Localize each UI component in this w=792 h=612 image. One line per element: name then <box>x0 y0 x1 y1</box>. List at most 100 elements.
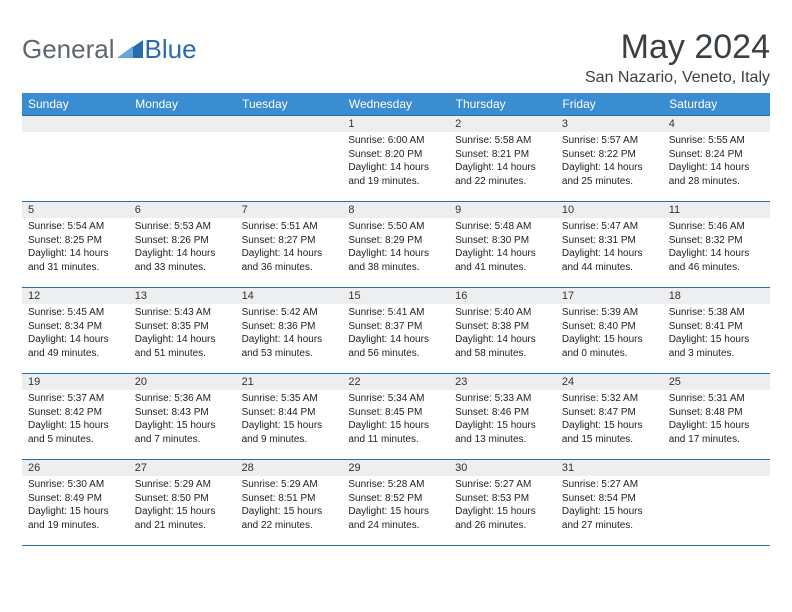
calendar-day-cell: 20Sunrise: 5:36 AMSunset: 8:43 PMDayligh… <box>129 373 236 459</box>
day-details: Sunrise: 5:35 AMSunset: 8:44 PMDaylight:… <box>236 390 343 450</box>
day-details: Sunrise: 5:28 AMSunset: 8:52 PMDaylight:… <box>342 476 449 536</box>
day-details: Sunrise: 5:39 AMSunset: 8:40 PMDaylight:… <box>556 304 663 364</box>
day-details: Sunrise: 5:51 AMSunset: 8:27 PMDaylight:… <box>236 218 343 278</box>
calendar-week-row: 12Sunrise: 5:45 AMSunset: 8:34 PMDayligh… <box>22 287 770 373</box>
calendar-table: SundayMondayTuesdayWednesdayThursdayFrid… <box>22 93 770 546</box>
calendar-day-cell: 6Sunrise: 5:53 AMSunset: 8:26 PMDaylight… <box>129 201 236 287</box>
day-details: Sunrise: 5:58 AMSunset: 8:21 PMDaylight:… <box>449 132 556 192</box>
day-number-band <box>663 459 770 476</box>
title-block: May 2024 San Nazario, Veneto, Italy <box>585 28 770 87</box>
calendar-day-cell: 1Sunrise: 6:00 AMSunset: 8:20 PMDaylight… <box>342 115 449 201</box>
calendar-day-cell: 21Sunrise: 5:35 AMSunset: 8:44 PMDayligh… <box>236 373 343 459</box>
calendar-day-cell: 29Sunrise: 5:28 AMSunset: 8:52 PMDayligh… <box>342 459 449 545</box>
day-number-band: 20 <box>129 373 236 390</box>
calendar-day-cell: 25Sunrise: 5:31 AMSunset: 8:48 PMDayligh… <box>663 373 770 459</box>
calendar-day-cell: 3Sunrise: 5:57 AMSunset: 8:22 PMDaylight… <box>556 115 663 201</box>
day-number-band: 18 <box>663 287 770 304</box>
day-details: Sunrise: 5:54 AMSunset: 8:25 PMDaylight:… <box>22 218 129 278</box>
day-number-band: 26 <box>22 459 129 476</box>
day-number-band: 17 <box>556 287 663 304</box>
day-details: Sunrise: 5:36 AMSunset: 8:43 PMDaylight:… <box>129 390 236 450</box>
day-details: Sunrise: 5:53 AMSunset: 8:26 PMDaylight:… <box>129 218 236 278</box>
calendar-day-cell: 13Sunrise: 5:43 AMSunset: 8:35 PMDayligh… <box>129 287 236 373</box>
day-details: Sunrise: 5:48 AMSunset: 8:30 PMDaylight:… <box>449 218 556 278</box>
calendar-week-row: 1Sunrise: 6:00 AMSunset: 8:20 PMDaylight… <box>22 115 770 201</box>
day-details: Sunrise: 5:55 AMSunset: 8:24 PMDaylight:… <box>663 132 770 192</box>
day-details: Sunrise: 5:29 AMSunset: 8:50 PMDaylight:… <box>129 476 236 536</box>
header: General Blue May 2024 San Nazario, Venet… <box>22 28 770 87</box>
day-number-band: 11 <box>663 201 770 218</box>
calendar-day-cell <box>236 115 343 201</box>
calendar-day-cell: 28Sunrise: 5:29 AMSunset: 8:51 PMDayligh… <box>236 459 343 545</box>
day-details: Sunrise: 5:47 AMSunset: 8:31 PMDaylight:… <box>556 218 663 278</box>
day-number-band <box>236 115 343 132</box>
calendar-day-cell: 2Sunrise: 5:58 AMSunset: 8:21 PMDaylight… <box>449 115 556 201</box>
day-number-band: 22 <box>342 373 449 390</box>
day-details: Sunrise: 5:46 AMSunset: 8:32 PMDaylight:… <box>663 218 770 278</box>
calendar-day-cell: 17Sunrise: 5:39 AMSunset: 8:40 PMDayligh… <box>556 287 663 373</box>
calendar-day-cell: 15Sunrise: 5:41 AMSunset: 8:37 PMDayligh… <box>342 287 449 373</box>
day-number-band: 24 <box>556 373 663 390</box>
calendar-day-cell: 19Sunrise: 5:37 AMSunset: 8:42 PMDayligh… <box>22 373 129 459</box>
month-title: May 2024 <box>585 28 770 67</box>
day-number-band: 30 <box>449 459 556 476</box>
day-number-band: 13 <box>129 287 236 304</box>
calendar-page: General Blue May 2024 San Nazario, Venet… <box>0 0 792 546</box>
weekday-header: Saturday <box>663 93 770 115</box>
calendar-day-cell <box>129 115 236 201</box>
day-number-band: 1 <box>342 115 449 132</box>
day-number-band: 12 <box>22 287 129 304</box>
day-number-band: 25 <box>663 373 770 390</box>
calendar-day-cell: 8Sunrise: 5:50 AMSunset: 8:29 PMDaylight… <box>342 201 449 287</box>
logo-triangle-icon <box>117 36 143 63</box>
location: San Nazario, Veneto, Italy <box>585 69 770 87</box>
day-number-band: 5 <box>22 201 129 218</box>
calendar-day-cell: 5Sunrise: 5:54 AMSunset: 8:25 PMDaylight… <box>22 201 129 287</box>
day-number-band: 16 <box>449 287 556 304</box>
weekday-header: Wednesday <box>342 93 449 115</box>
day-details: Sunrise: 5:38 AMSunset: 8:41 PMDaylight:… <box>663 304 770 364</box>
calendar-header-row: SundayMondayTuesdayWednesdayThursdayFrid… <box>22 93 770 115</box>
day-details: Sunrise: 5:40 AMSunset: 8:38 PMDaylight:… <box>449 304 556 364</box>
day-number-band: 31 <box>556 459 663 476</box>
day-details: Sunrise: 5:29 AMSunset: 8:51 PMDaylight:… <box>236 476 343 536</box>
day-details: Sunrise: 5:33 AMSunset: 8:46 PMDaylight:… <box>449 390 556 450</box>
calendar-day-cell <box>22 115 129 201</box>
day-number-band: 29 <box>342 459 449 476</box>
calendar-day-cell: 11Sunrise: 5:46 AMSunset: 8:32 PMDayligh… <box>663 201 770 287</box>
logo-text-general: General <box>22 34 115 65</box>
day-number-band: 2 <box>449 115 556 132</box>
day-number-band: 9 <box>449 201 556 218</box>
calendar-week-row: 19Sunrise: 5:37 AMSunset: 8:42 PMDayligh… <box>22 373 770 459</box>
calendar-day-cell: 18Sunrise: 5:38 AMSunset: 8:41 PMDayligh… <box>663 287 770 373</box>
day-details: Sunrise: 5:57 AMSunset: 8:22 PMDaylight:… <box>556 132 663 192</box>
calendar-day-cell: 10Sunrise: 5:47 AMSunset: 8:31 PMDayligh… <box>556 201 663 287</box>
weekday-header: Tuesday <box>236 93 343 115</box>
day-number-band: 15 <box>342 287 449 304</box>
calendar-day-cell: 22Sunrise: 5:34 AMSunset: 8:45 PMDayligh… <box>342 373 449 459</box>
calendar-day-cell: 23Sunrise: 5:33 AMSunset: 8:46 PMDayligh… <box>449 373 556 459</box>
day-details: Sunrise: 5:37 AMSunset: 8:42 PMDaylight:… <box>22 390 129 450</box>
day-number-band: 6 <box>129 201 236 218</box>
day-details: Sunrise: 5:31 AMSunset: 8:48 PMDaylight:… <box>663 390 770 450</box>
day-details: Sunrise: 5:27 AMSunset: 8:54 PMDaylight:… <box>556 476 663 536</box>
weekday-header: Monday <box>129 93 236 115</box>
calendar-day-cell: 24Sunrise: 5:32 AMSunset: 8:47 PMDayligh… <box>556 373 663 459</box>
day-details: Sunrise: 6:00 AMSunset: 8:20 PMDaylight:… <box>342 132 449 192</box>
day-details: Sunrise: 5:45 AMSunset: 8:34 PMDaylight:… <box>22 304 129 364</box>
day-details: Sunrise: 5:42 AMSunset: 8:36 PMDaylight:… <box>236 304 343 364</box>
day-details: Sunrise: 5:32 AMSunset: 8:47 PMDaylight:… <box>556 390 663 450</box>
day-number-band: 10 <box>556 201 663 218</box>
calendar-day-cell: 12Sunrise: 5:45 AMSunset: 8:34 PMDayligh… <box>22 287 129 373</box>
calendar-day-cell: 26Sunrise: 5:30 AMSunset: 8:49 PMDayligh… <box>22 459 129 545</box>
day-number-band: 27 <box>129 459 236 476</box>
day-number-band: 14 <box>236 287 343 304</box>
day-details: Sunrise: 5:41 AMSunset: 8:37 PMDaylight:… <box>342 304 449 364</box>
day-number-band: 7 <box>236 201 343 218</box>
calendar-day-cell: 27Sunrise: 5:29 AMSunset: 8:50 PMDayligh… <box>129 459 236 545</box>
day-details: Sunrise: 5:34 AMSunset: 8:45 PMDaylight:… <box>342 390 449 450</box>
calendar-day-cell <box>663 459 770 545</box>
day-number-band: 21 <box>236 373 343 390</box>
weekday-header: Sunday <box>22 93 129 115</box>
calendar-day-cell: 7Sunrise: 5:51 AMSunset: 8:27 PMDaylight… <box>236 201 343 287</box>
